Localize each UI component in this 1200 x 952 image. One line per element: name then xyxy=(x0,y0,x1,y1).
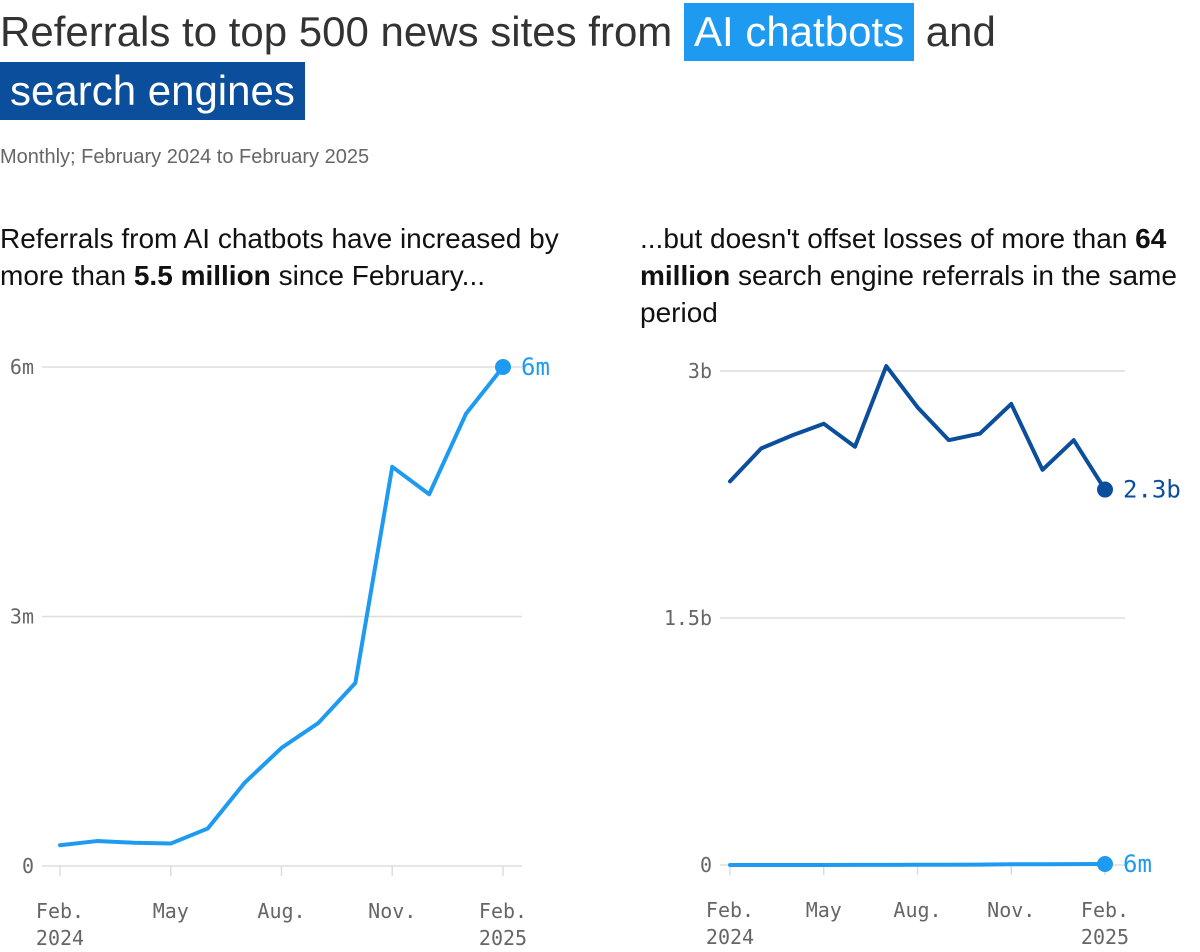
x-tick-label-line: Aug. xyxy=(893,898,941,922)
end-value-label: 6m xyxy=(1123,850,1152,878)
x-tick-label: Nov. xyxy=(987,898,1035,922)
x-tick-label-line: Feb. xyxy=(706,898,754,922)
x-tick-label-line: 2025 xyxy=(479,926,527,950)
right-panel-heading: ...but doesn't offset losses of more tha… xyxy=(640,220,1200,331)
x-tick-label-line: Nov. xyxy=(987,898,1035,922)
series-line-ai-chatbots xyxy=(728,862,1107,867)
end-value-label: 6m xyxy=(521,353,550,381)
x-tick-label: Feb. 2024 xyxy=(36,899,84,950)
series-line-search-engines xyxy=(728,364,1107,492)
chart-title-line-2: search engines xyxy=(0,62,305,120)
title-prefix: Referrals to top 500 news sites from xyxy=(0,8,684,55)
x-tick-label: Feb. 2025 xyxy=(479,899,527,950)
x-tick-label-line: 2025 xyxy=(1081,925,1129,949)
x-tick-label: Aug. xyxy=(257,899,305,923)
y-tick-label: 3m xyxy=(10,605,34,629)
ai-chatbots-line-chart: 0 3m 6m Feb. 2024 May Aug. Nov. Feb. 2025 6m xyxy=(10,353,550,950)
x-tick-label-line: May xyxy=(806,898,842,922)
x-tick-label-line: 2024 xyxy=(36,926,84,950)
y-tick-label: 1.5b xyxy=(664,606,712,630)
right-heading-text-1: ...but doesn't offset losses of more tha… xyxy=(640,223,1136,254)
x-tick-label: Nov. xyxy=(368,899,416,923)
left-heading-bold: 5.5 million xyxy=(133,260,271,291)
y-tick-label: 3b xyxy=(688,359,712,383)
x-tick-label: Feb. 2024 xyxy=(706,898,754,949)
left-panel-heading: Referrals from AI chatbots have increase… xyxy=(0,220,560,294)
title-highlight-ai-chatbots: AI chatbots xyxy=(683,3,915,61)
x-tick-label-line: May xyxy=(153,899,189,923)
series-line-ai-chatbots xyxy=(58,365,505,848)
left-heading-text-2: since February... xyxy=(270,260,486,291)
left-heading-text-1: Referrals from AI chatbots have increase… xyxy=(0,223,559,291)
right-heading-text-2: search engine referrals in the same peri… xyxy=(640,260,1177,328)
end-point-dot xyxy=(1097,481,1113,498)
end-value-label: 2.3b xyxy=(1123,476,1181,504)
end-point-dot xyxy=(495,359,511,375)
x-tick-label-line: 2024 xyxy=(706,925,754,949)
x-tick-label: Feb. 2025 xyxy=(1081,898,1129,949)
title-mid: and xyxy=(914,8,996,55)
x-tick-label-line: Feb. xyxy=(1081,898,1129,922)
x-tick-label: May xyxy=(806,898,842,922)
x-tick-label-line: Feb. xyxy=(479,899,527,923)
x-tick-label: Aug. xyxy=(893,898,941,922)
y-tick-label: 0 xyxy=(700,853,712,877)
end-point-dot xyxy=(1097,856,1113,873)
y-tick-label: 0 xyxy=(22,854,34,878)
x-tick-label-line: Nov. xyxy=(368,899,416,923)
y-tick-label: 6m xyxy=(10,355,34,379)
search-engines-line-chart: 0 1.5b 3b Feb. 2024 May Aug. Nov. Feb. 2025 2.3b 6m xyxy=(664,359,1181,949)
title-highlight-search-engines: search engines xyxy=(0,62,305,120)
chart-title-line-1: Referrals to top 500 news sites from AI … xyxy=(0,3,996,61)
x-tick-label-line: Feb. xyxy=(36,899,84,923)
chart-subtitle: Monthly; February 2024 to February 2025 xyxy=(0,146,370,168)
x-tick-label-line: Aug. xyxy=(257,899,305,923)
right-heading-bold: 64 million xyxy=(640,223,1167,291)
x-tick-label: May xyxy=(153,899,189,923)
